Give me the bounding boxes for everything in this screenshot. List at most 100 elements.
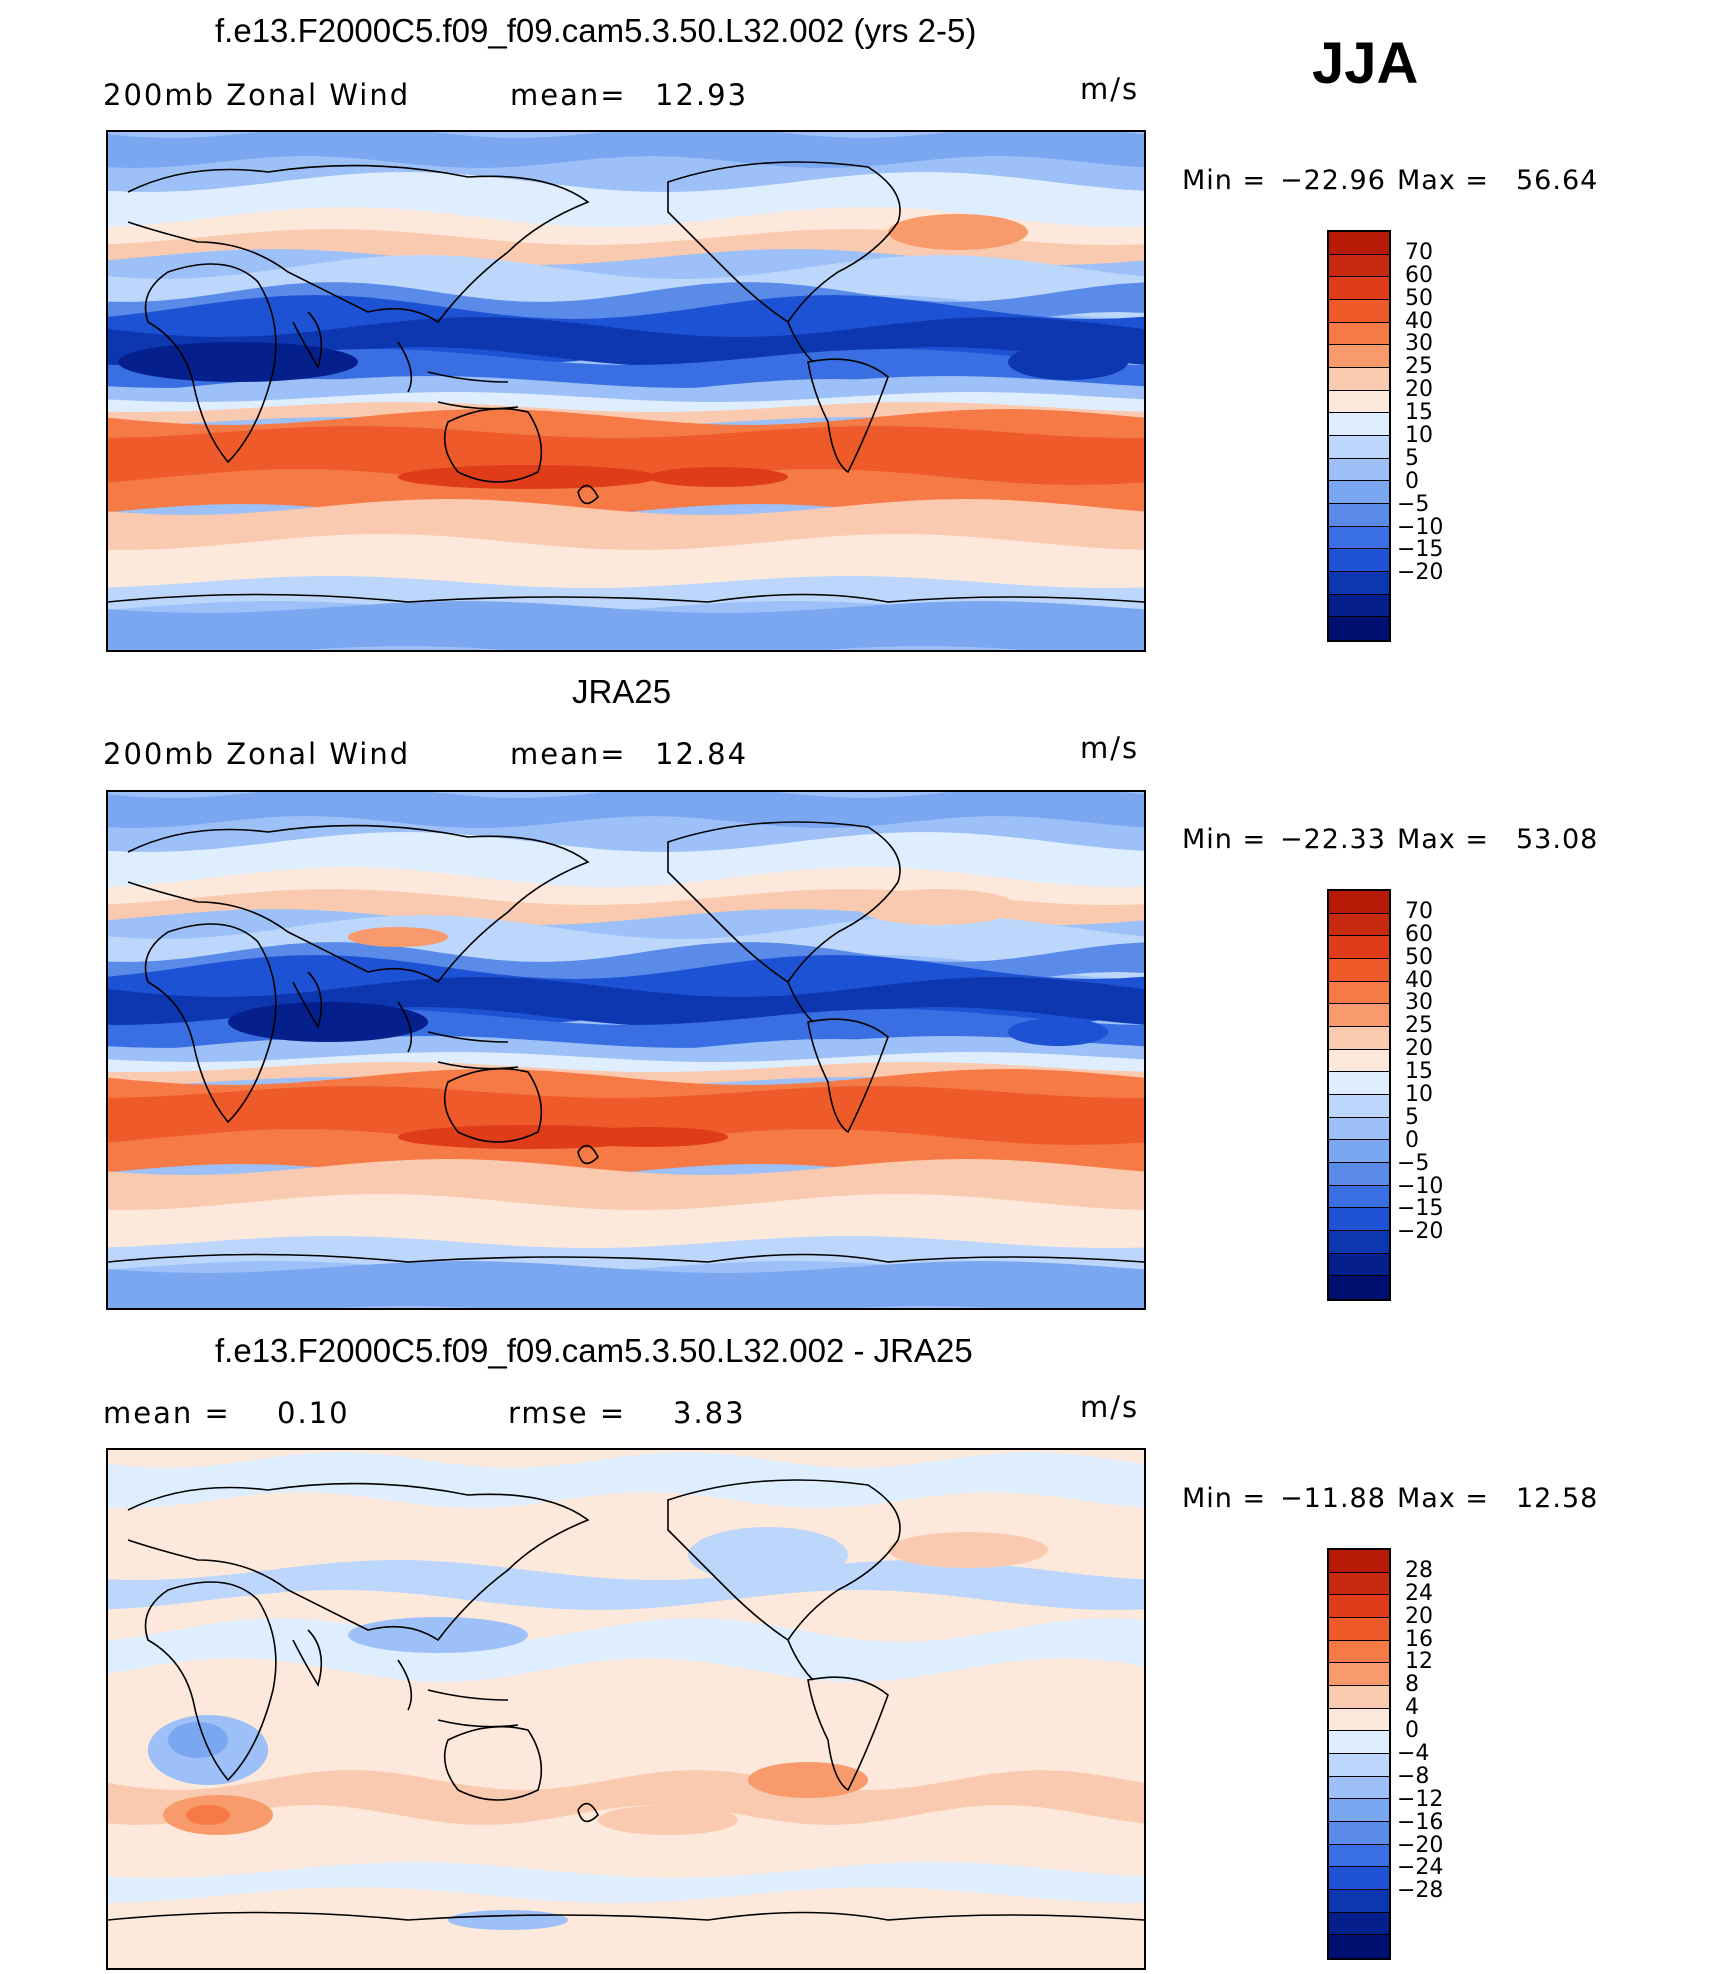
contour-band [108, 255, 1144, 319]
contour-band [108, 132, 1144, 168]
panel-3-map [106, 1448, 1146, 1970]
contour-blob [888, 214, 1028, 250]
contour-blob [186, 1805, 230, 1825]
colorbar-tick-label: 70 [1405, 898, 1433, 924]
contour-blob [1008, 344, 1128, 380]
panel-2-max-value: 53.08 [1516, 824, 1599, 855]
colorbar-tick-label: −20 [1397, 560, 1444, 586]
contour-blob [648, 467, 788, 487]
colorbar-swatch [1329, 232, 1389, 255]
colorbar-tick-label: 40 [1405, 967, 1433, 993]
colorbar-swatch [1329, 1663, 1389, 1686]
colorbar-tick-label: 50 [1405, 944, 1433, 970]
contour-blob [858, 889, 1018, 925]
colorbar-tick-label: 25 [1405, 354, 1433, 380]
colorbar-tick-label: −10 [1397, 1173, 1444, 1199]
contour-band [108, 977, 1144, 1027]
panel-1-mean-value: 12.93 [655, 78, 749, 112]
colorbar-swatch [1329, 958, 1389, 982]
colorbar-tick-label: 15 [1405, 400, 1433, 426]
coastlines [108, 1479, 1144, 1921]
colorbar-tick-label: −20 [1397, 1219, 1444, 1245]
contour-band [108, 832, 1144, 892]
colorbar-swatch [1329, 322, 1389, 346]
panel-2-max-label: Max = [1397, 824, 1490, 855]
contour-band [108, 576, 1144, 613]
contour-band [108, 499, 1144, 555]
colorbar-swatch [1329, 1867, 1389, 1890]
colorbar-tick-label: 20 [1405, 377, 1433, 403]
contour-blob [348, 1617, 528, 1653]
colorbar-tick-label: 20 [1405, 1603, 1433, 1629]
colorbar-swatch [1329, 1185, 1389, 1209]
colorbar-swatch [1329, 1595, 1389, 1618]
contour-band [108, 792, 1144, 828]
colorbar-tick-label: 25 [1405, 1013, 1433, 1039]
contour-band [108, 317, 1144, 367]
colorbar-swatch [1329, 1685, 1389, 1709]
panel-2-min-value: −22.33 [1280, 824, 1386, 855]
panel-2-variable-label: 200mb Zonal Wind [103, 737, 411, 771]
colorbar-swatch [1329, 503, 1389, 527]
colorbar-swatch [1329, 1004, 1389, 1027]
contour-band [108, 207, 1144, 262]
colorbar-swatch [1329, 913, 1389, 937]
contour-band [108, 867, 1144, 922]
colorbar-tick-label: 12 [1405, 1649, 1433, 1675]
panel-3-units: m/s [1080, 1390, 1140, 1424]
panel-2-colorbar [1327, 889, 1391, 1301]
colorbar-tick-label: −5 [1397, 1150, 1430, 1176]
colorbar-swatch [1329, 1049, 1389, 1073]
colorbar-tick-label: 8 [1405, 1672, 1419, 1698]
colorbar-swatch [1329, 1753, 1389, 1777]
colorbar-tick-label: 28 [1405, 1557, 1433, 1583]
colorbar-tick-label: 4 [1405, 1695, 1419, 1721]
colorbar-swatch [1329, 1230, 1389, 1254]
colorbar-swatch [1329, 1162, 1389, 1186]
colorbar-tick-label: 10 [1405, 1082, 1433, 1107]
colorbar-tick-label: 40 [1405, 308, 1433, 334]
contour-band [108, 1062, 1144, 1087]
contour-blob [598, 1805, 738, 1835]
contour-blob [748, 1762, 868, 1798]
panel-2-units: m/s [1080, 731, 1140, 765]
colorbar-swatch [1329, 345, 1389, 368]
colorbar-tick-label: −12 [1397, 1786, 1444, 1812]
colorbar-tick-label: 5 [1405, 1104, 1419, 1130]
panel-1-mean-label: mean= [510, 78, 627, 112]
colorbar-swatch [1329, 435, 1389, 459]
panel-2-contour-field [108, 792, 1144, 1308]
colorbar-swatch [1329, 1617, 1389, 1641]
colorbar-swatch [1329, 1889, 1389, 1913]
panel-3-colorbar [1327, 1548, 1391, 1960]
colorbar-tick-label: −8 [1397, 1763, 1430, 1789]
colorbar-tick-label: −15 [1397, 537, 1444, 563]
colorbar-swatch [1329, 299, 1389, 323]
colorbar-tick-label: 30 [1405, 990, 1433, 1016]
panel-1-min-label: Min = [1182, 165, 1267, 196]
colorbar-tick-label: 5 [1405, 445, 1419, 471]
colorbar-tick-label: 16 [1405, 1626, 1433, 1652]
colorbar-tick-label: 60 [1405, 921, 1433, 947]
colorbar-swatch [1329, 481, 1389, 504]
colorbar-tick-label: 30 [1405, 331, 1433, 357]
panel-3-mean-value: 0.10 [277, 1396, 350, 1430]
colorbar-swatch [1329, 413, 1389, 436]
colorbar-swatch [1329, 1253, 1389, 1277]
colorbar-tick-label: 0 [1405, 1718, 1419, 1744]
contour-band [108, 1052, 1144, 1077]
contour-blob [568, 1127, 728, 1147]
panel-2-mean-label: mean= [510, 737, 627, 771]
colorbar-tick-label: 24 [1405, 1580, 1433, 1606]
colorbar-swatch [1329, 1117, 1389, 1141]
panel-1-units: m/s [1080, 72, 1140, 106]
colorbar-swatch [1329, 981, 1389, 1005]
colorbar-tick-label: 0 [1405, 468, 1419, 494]
contour-band [108, 392, 1144, 417]
contour-blob [448, 1910, 568, 1930]
colorbar-swatch [1329, 1640, 1389, 1664]
colorbar-tick-label: 10 [1405, 423, 1433, 448]
contour-band [108, 1862, 1144, 1903]
contour-band [108, 172, 1144, 232]
contour-band [108, 1452, 1144, 1508]
